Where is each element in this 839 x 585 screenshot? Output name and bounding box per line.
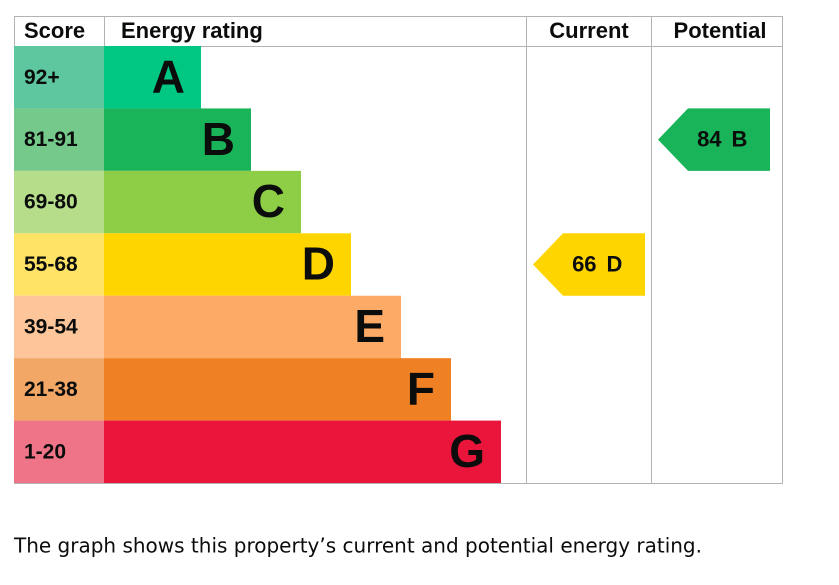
potential-marker [658,108,770,171]
score-header: Score [24,18,85,43]
potential-value: 84 [697,126,722,151]
rating-bar [104,233,351,296]
score-cell [14,295,104,359]
rating-letter: G [449,425,485,477]
current-letter: D [607,251,623,276]
rating-bar [104,170,301,234]
potential-header: Potential [674,18,767,43]
score-range: 81-91 [24,128,78,151]
score-cell [14,233,104,296]
rating-letter: F [407,363,435,415]
current-marker [533,233,645,296]
score-cell [14,358,104,421]
rating-bar [104,358,451,421]
score-range: 39-54 [24,315,78,338]
potential-label: 84 B [697,126,747,151]
potential-letter: B [732,126,748,151]
rating-bar [104,46,201,109]
rating-letter: B [202,113,235,165]
score-range: 21-38 [24,378,78,401]
rating-letter: C [252,175,285,227]
score-cell [14,46,104,109]
score-range: 92+ [24,66,60,89]
score-cell [14,108,104,171]
rating-bar [104,108,251,171]
score-range: 1-20 [24,440,66,463]
score-cell [14,420,104,484]
rating-letter: E [354,300,385,352]
rating-letter: D [302,238,335,290]
score-range: 69-80 [24,191,78,214]
rating-letter: A [152,50,185,102]
rating-bar [104,295,401,359]
rating-header: Energy rating [121,18,263,43]
score-cell [14,170,104,234]
caption: The graph shows this property’s current … [13,534,702,558]
current-value: 66 [572,251,596,276]
current-header: Current [549,18,629,43]
score-range: 55-68 [24,253,78,276]
current-label: 66 D [572,251,622,276]
rating-bar [104,420,501,484]
